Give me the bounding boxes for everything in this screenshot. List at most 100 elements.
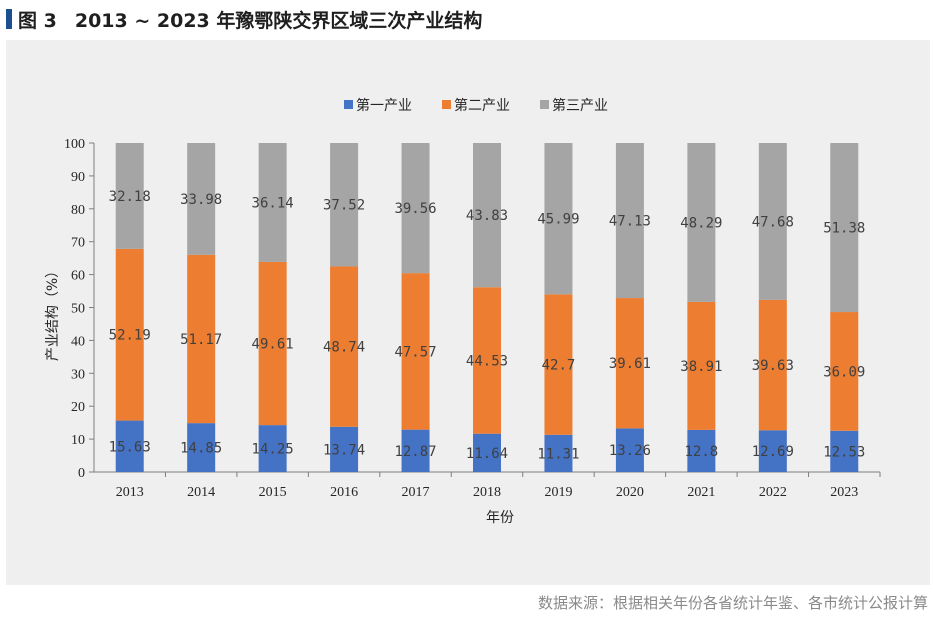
bar-segment-1: [473, 433, 501, 472]
x-tick-label: 2015: [259, 485, 287, 500]
data-label: 36.09: [823, 364, 865, 380]
bar-segment-2: [330, 266, 359, 427]
data-label: 15.63: [109, 439, 151, 455]
data-label: 44.53: [466, 353, 508, 369]
x-tick-label: 2016: [330, 485, 358, 500]
bar-segment-2: [687, 301, 716, 430]
bar-segment-1: [758, 430, 787, 472]
bar-segment-3: [115, 143, 144, 249]
legend-swatch-1: [344, 100, 353, 109]
data-label: 47.68: [752, 214, 794, 230]
x-tick-label: 2022: [759, 485, 787, 500]
bar-segment-1: [258, 425, 287, 472]
data-label: 48.29: [680, 215, 722, 231]
data-label: 39.63: [752, 358, 794, 374]
data-label: 14.25: [252, 442, 294, 458]
bar-segment-3: [544, 143, 573, 295]
data-label: 48.74: [323, 340, 365, 356]
data-label: 12.53: [823, 444, 865, 460]
y-tick-label: 50: [71, 302, 85, 317]
bar-segment-2: [615, 298, 644, 429]
y-tick-label: 40: [71, 334, 85, 349]
data-label: 13.74: [323, 442, 365, 458]
y-tick-label: 10: [71, 433, 85, 448]
data-label: 38.91: [680, 359, 722, 375]
data-label: 12.8: [685, 444, 719, 460]
bar-segment-2: [830, 312, 859, 431]
data-label: 51.17: [180, 332, 222, 348]
bar-segment-3: [758, 143, 787, 300]
legend-label: 第一产业: [356, 97, 412, 114]
y-tick-label: 80: [71, 203, 85, 218]
bar-segment-1: [401, 429, 430, 472]
bar-segment-1: [544, 434, 573, 472]
data-label: 39.56: [394, 201, 436, 217]
bar-segment-3: [473, 143, 501, 288]
data-label: 51.38: [823, 221, 865, 237]
data-label: 43.83: [466, 208, 508, 224]
bar-segment-1: [830, 430, 859, 472]
bar-segment-3: [615, 143, 644, 299]
x-tick-label: 2018: [473, 485, 501, 500]
data-label: 37.52: [323, 198, 365, 214]
data-label: 13.26: [609, 443, 651, 459]
data-label: 12.87: [394, 444, 436, 460]
bar-segment-1: [615, 428, 644, 472]
y-tick-label: 0: [78, 466, 85, 481]
bar-segment-2: [401, 273, 430, 430]
y-tick-label: 20: [71, 400, 85, 415]
bar-segment-3: [258, 143, 287, 262]
data-label: 45.99: [537, 212, 579, 228]
bar-segment-2: [544, 294, 573, 435]
x-tick-label: 2013: [116, 485, 144, 500]
data-label: 11.64: [466, 446, 508, 462]
figure-number: 图 3: [18, 9, 57, 32]
x-axis-title: 年份: [486, 510, 514, 526]
y-axis-title: 产业结构（%）: [45, 264, 61, 361]
source-note: 数据来源：根据相关年份各省统计年鉴、各市统计公报计算: [537, 594, 928, 612]
data-label: 47.57: [394, 344, 436, 360]
data-label: 49.61: [252, 337, 294, 353]
figure-title: 图 3 2013 ~ 2023 年豫鄂陕交界区域三次产业结构: [6, 6, 482, 32]
y-tick-label: 70: [71, 236, 85, 251]
bar-segment-2: [758, 299, 787, 431]
x-tick-label: 2020: [616, 485, 644, 500]
bar-segment-1: [115, 420, 144, 472]
data-label: 52.19: [109, 328, 151, 344]
legend-label: 第二产业: [454, 97, 510, 114]
bar-segment-2: [258, 261, 287, 426]
y-tick-label: 30: [71, 367, 85, 382]
data-label: 36.14: [252, 195, 294, 211]
bar-segment-1: [187, 423, 216, 472]
data-label: 39.61: [609, 356, 651, 372]
bar-segment-3: [330, 143, 359, 267]
bar-segment-3: [187, 143, 216, 255]
legend-swatch-3: [540, 100, 549, 109]
data-label: 14.85: [180, 441, 222, 457]
data-label: 42.7: [542, 358, 576, 374]
bar-segment-2: [473, 287, 501, 434]
bar-segment-1: [330, 426, 359, 472]
bar-segment-2: [115, 248, 144, 421]
y-tick-label: 90: [71, 170, 85, 185]
y-tick-label: 100: [64, 137, 85, 152]
data-label: 32.18: [109, 189, 151, 205]
y-tick-label: 60: [71, 269, 85, 284]
bar-segment-3: [401, 143, 430, 274]
data-label: 11.31: [537, 446, 579, 462]
x-tick-label: 2017: [402, 485, 430, 500]
bar-segment-1: [687, 429, 716, 472]
x-tick-label: 2014: [187, 485, 215, 500]
x-tick-label: 2019: [544, 485, 572, 500]
bar-segment-3: [830, 143, 859, 313]
title-accent-bar: [6, 9, 12, 29]
x-tick-label: 2021: [687, 485, 715, 500]
bar-segment-2: [187, 254, 216, 424]
figure-title-text: 2013 ~ 2023 年豫鄂陕交界区域三次产业结构: [74, 9, 483, 32]
data-label: 12.69: [752, 444, 794, 460]
data-label: 47.13: [609, 214, 651, 230]
x-tick-label: 2023: [830, 485, 858, 500]
bar-segment-3: [687, 143, 716, 302]
data-label: 33.98: [180, 192, 222, 208]
